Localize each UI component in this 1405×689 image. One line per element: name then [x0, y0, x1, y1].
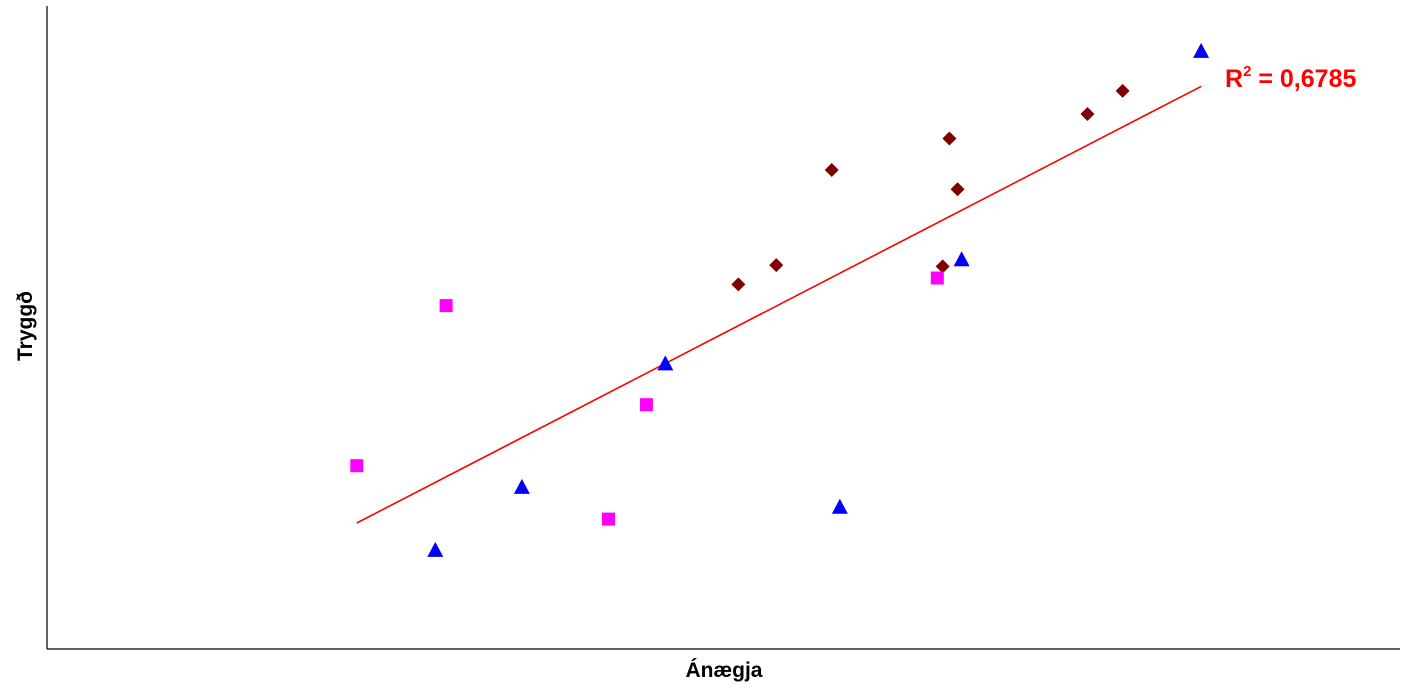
trendline-layer: [356, 85, 1202, 524]
data-point-diamond-3: [824, 162, 839, 177]
data-points-layer: [350, 42, 1210, 557]
data-point-triangle-5: [953, 251, 970, 267]
data-point-square-5: [930, 271, 944, 285]
data-point-diamond-6: [950, 182, 965, 197]
data-point-diamond-5: [942, 131, 957, 146]
data-point-diamond-7: [1080, 107, 1095, 122]
r-squared-value: =: [1251, 65, 1280, 93]
data-point-diamond-1: [731, 277, 746, 292]
r-squared-label: R2 = 0,6785: [1225, 63, 1356, 93]
r-squared-number: 0,6785: [1280, 65, 1357, 93]
data-point-triangle-2: [513, 478, 530, 494]
data-point-diamond-8: [1115, 83, 1130, 98]
data-point-square-3: [602, 512, 615, 526]
data-point-triangle-1: [427, 541, 444, 557]
data-point-square-4: [639, 398, 653, 412]
x-axis-label: Ánægja: [685, 659, 762, 682]
data-point-triangle-6: [1193, 42, 1210, 58]
data-point-triangle-4: [831, 498, 848, 514]
data-point-square-1: [350, 459, 364, 473]
y-axis-label: Tryggð: [14, 291, 37, 361]
data-point-diamond-2: [769, 258, 784, 273]
data-point-diamond-4: [935, 259, 950, 274]
data-point-triangle-3: [657, 355, 674, 371]
r-squared-letter: R: [1225, 65, 1243, 93]
trendline: [356, 85, 1202, 524]
r-squared-superscript: 2: [1243, 63, 1251, 80]
data-point-square-2: [439, 299, 453, 313]
